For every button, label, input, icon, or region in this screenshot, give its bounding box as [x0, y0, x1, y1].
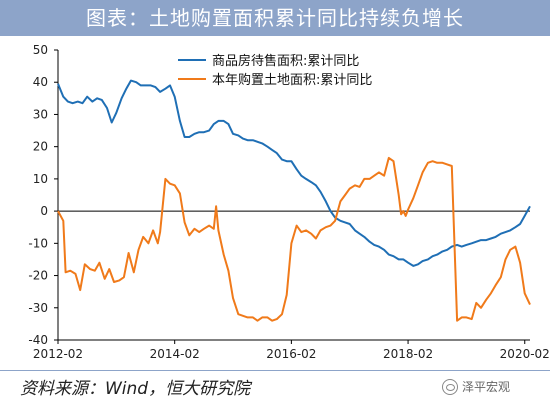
y-tick-label: 10 [33, 172, 48, 186]
x-tick-label: 2016-02 [266, 347, 316, 361]
watermark-text: 泽平宏观 [462, 380, 511, 394]
legend-label-2: 本年购置土地面积:累计同比 [212, 72, 372, 88]
x-axis: 2012-02 2014-02 2016-02 2018-02 2020-02 [33, 210, 550, 361]
legend-label-1: 商品房待售面积:累计同比 [212, 53, 359, 69]
y-tick-label: -20 [28, 269, 48, 283]
series-line-1 [57, 79, 531, 267]
x-tick-label: 2014-02 [150, 347, 200, 361]
y-tick-label: 30 [33, 107, 48, 121]
watermark: 泽平宏观 [442, 378, 510, 395]
y-tick-label: 20 [33, 140, 48, 154]
wechat-icon [442, 378, 458, 395]
source-note: 资料来源：Wind，恒大研究院 [20, 379, 251, 399]
x-tick-label: 2018-02 [383, 347, 433, 361]
x-tick-label: 2012-02 [33, 347, 83, 361]
source-divider [0, 370, 550, 371]
y-tick-label: 40 [33, 75, 48, 89]
y-tick-label: -30 [28, 301, 48, 315]
page-title: 图表：土地购置面积累计同比持续负增长 [0, 0, 550, 36]
y-tick-label: -40 [28, 333, 48, 347]
x-tick-label: 2020-02 [500, 347, 550, 361]
y-axis: -40 -30 -20 -10 0 10 20 30 40 50 [28, 43, 59, 347]
y-tick-label: 0 [40, 204, 48, 218]
series-lines [57, 79, 531, 322]
y-tick-label: -10 [28, 236, 48, 250]
y-tick-label: 50 [33, 43, 48, 57]
series-line-2 [57, 156, 531, 322]
